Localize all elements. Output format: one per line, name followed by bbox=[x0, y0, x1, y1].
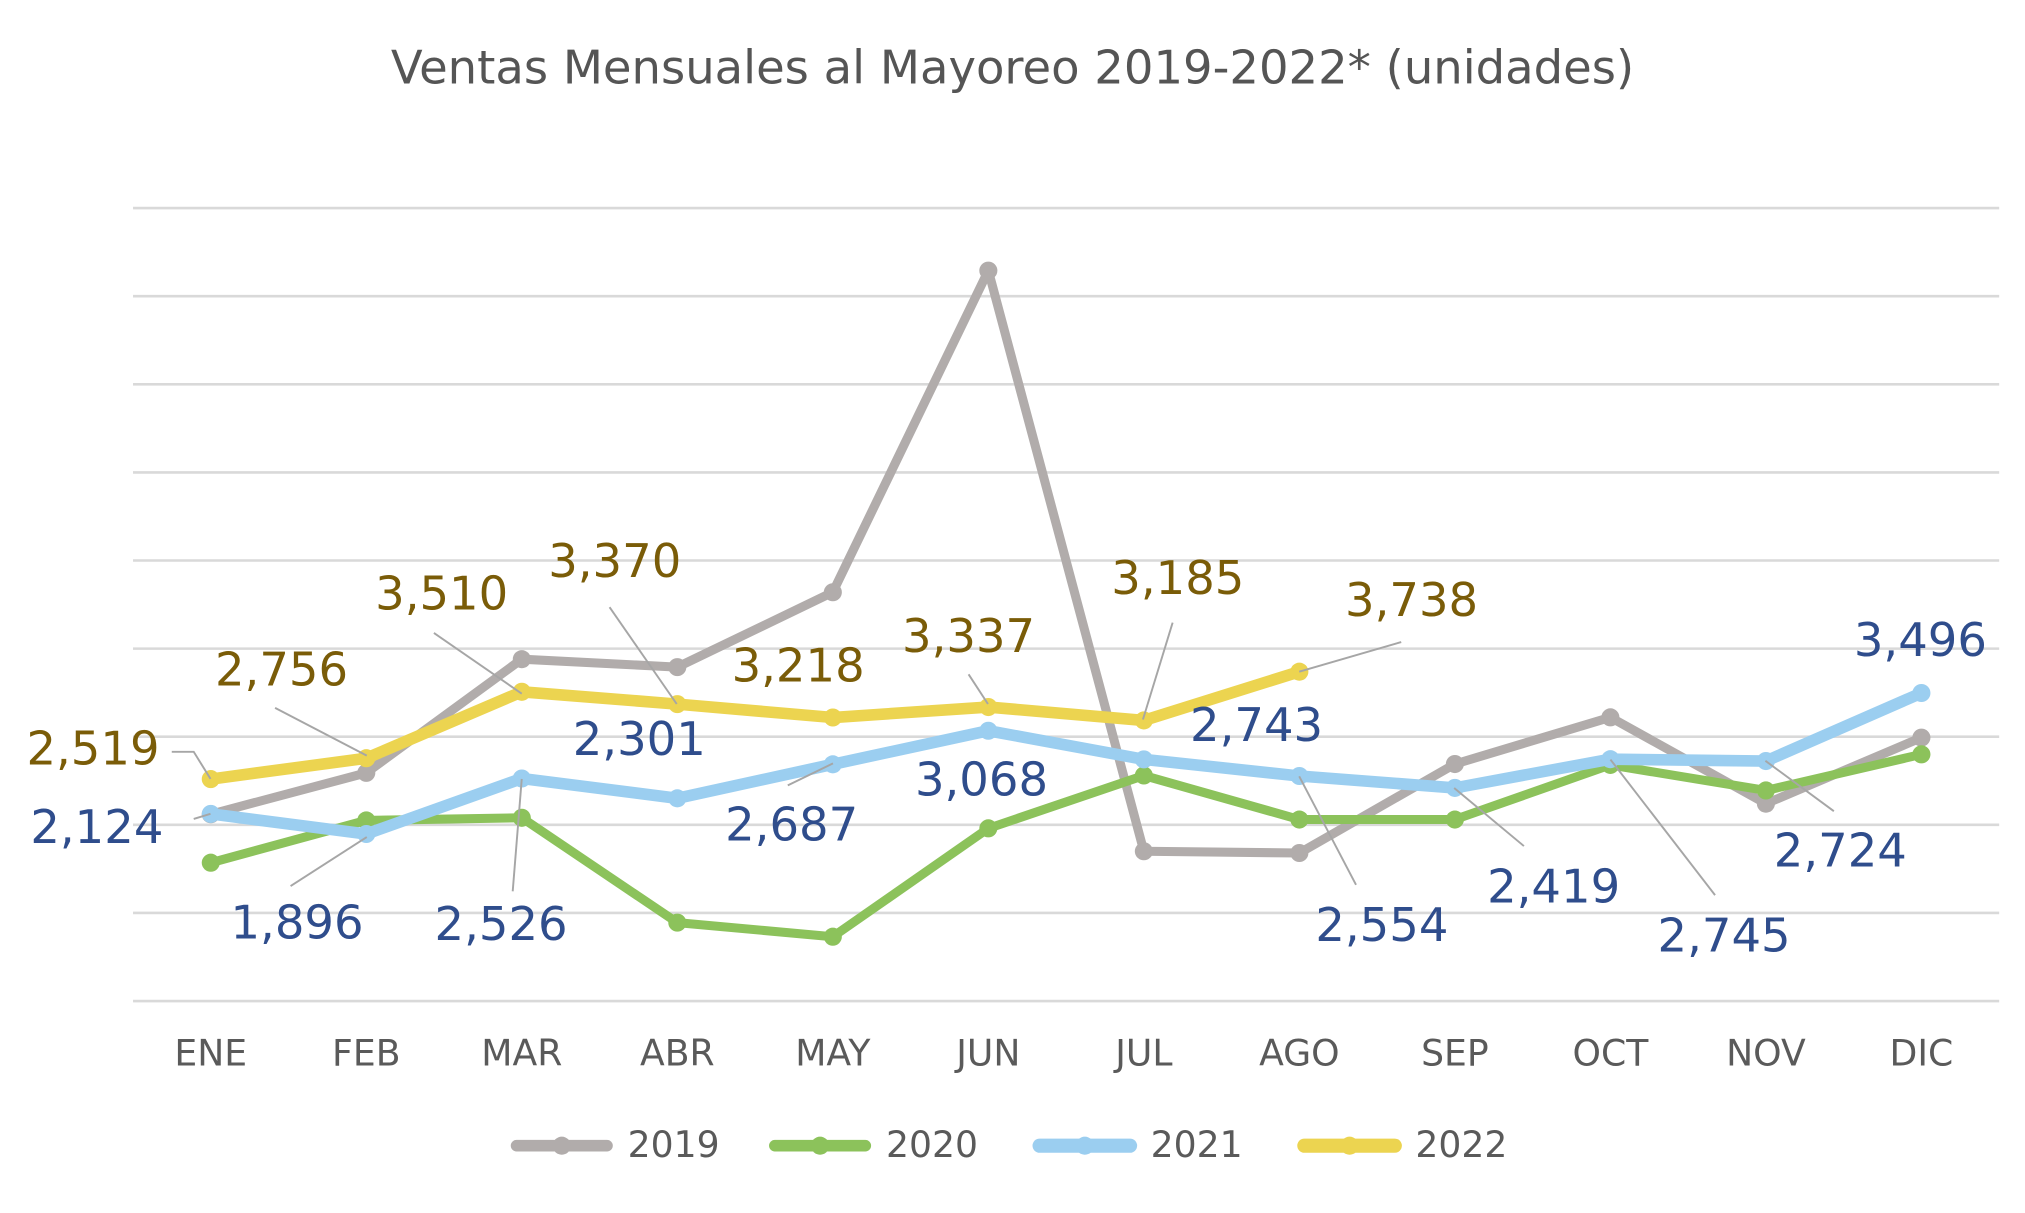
legend-label: 2022 bbox=[1415, 1123, 1507, 1166]
marker bbox=[668, 695, 687, 714]
legend-marker bbox=[1075, 1136, 1094, 1155]
marker bbox=[201, 804, 220, 823]
legend-marker bbox=[1340, 1136, 1359, 1155]
leader-line bbox=[171, 750, 212, 780]
leader-line bbox=[193, 812, 211, 820]
marker bbox=[1290, 766, 1309, 786]
data-label: 2,301 bbox=[573, 712, 706, 766]
marker bbox=[1290, 810, 1309, 829]
marker bbox=[1601, 708, 1620, 727]
legend-label: 2021 bbox=[1151, 1123, 1243, 1166]
marker bbox=[979, 261, 998, 280]
data-label: 3,510 bbox=[375, 566, 508, 620]
data-label: 3,218 bbox=[732, 639, 865, 693]
marker bbox=[1912, 683, 1931, 703]
marker bbox=[668, 658, 687, 677]
marker bbox=[1912, 745, 1931, 764]
marker bbox=[668, 789, 687, 808]
leader-line bbox=[1609, 758, 1716, 896]
data-label: 2,745 bbox=[1658, 909, 1791, 963]
leader-line bbox=[1142, 622, 1174, 720]
x-tick-label: FEB bbox=[332, 1031, 400, 1074]
leader-line bbox=[1453, 787, 1525, 847]
marker bbox=[357, 763, 376, 782]
leader-line bbox=[290, 836, 368, 887]
leader-line bbox=[1764, 760, 1835, 812]
leader-line bbox=[511, 778, 523, 892]
marker bbox=[201, 770, 220, 789]
series-line bbox=[204, 687, 1928, 840]
marker bbox=[512, 650, 531, 669]
marker bbox=[1756, 781, 1775, 800]
marker bbox=[1134, 711, 1153, 730]
marker bbox=[1912, 728, 1931, 747]
data-label: 2,519 bbox=[26, 721, 159, 775]
x-tick-label: NOV bbox=[1726, 1031, 1806, 1074]
x-tick-label: SEP bbox=[1421, 1031, 1489, 1074]
marker bbox=[512, 808, 531, 827]
data-label: 2,724 bbox=[1774, 823, 1907, 877]
marker bbox=[512, 769, 531, 788]
chart-title: Ventas Mensuales al Mayoreo 2019-2022* (… bbox=[391, 41, 1634, 95]
legend-label: 2019 bbox=[628, 1123, 720, 1166]
marker bbox=[512, 682, 531, 701]
data-label: 1,896 bbox=[230, 896, 363, 950]
data-label: 2,687 bbox=[725, 797, 858, 851]
marker bbox=[1756, 794, 1775, 813]
data-label: 2,756 bbox=[215, 643, 348, 697]
leader-line bbox=[274, 707, 368, 757]
data-label: 3,496 bbox=[1854, 613, 1987, 667]
marker bbox=[1445, 754, 1464, 774]
leader-line bbox=[967, 673, 989, 705]
x-tick-label: ENE bbox=[174, 1031, 247, 1074]
data-label: 2,526 bbox=[435, 897, 568, 951]
data-label: 2,743 bbox=[1190, 698, 1323, 752]
marker bbox=[979, 819, 998, 838]
series-line bbox=[206, 749, 1926, 942]
data-label: 2,554 bbox=[1315, 898, 1448, 952]
leader-line bbox=[1298, 641, 1402, 673]
x-tick-label: DIC bbox=[1890, 1031, 1954, 1074]
marker bbox=[823, 583, 842, 602]
x-tick-label: AGO bbox=[1259, 1031, 1340, 1074]
marker bbox=[979, 697, 998, 717]
x-tick-label: JUN bbox=[954, 1031, 1020, 1074]
marker bbox=[1134, 766, 1153, 785]
x-tick-label: OCT bbox=[1572, 1031, 1649, 1074]
legend-marker bbox=[811, 1136, 830, 1155]
marker bbox=[357, 811, 376, 830]
leader-line bbox=[1298, 775, 1357, 886]
marker bbox=[1290, 843, 1309, 863]
data-label: 3,337 bbox=[902, 609, 1035, 663]
legend-label: 2020 bbox=[886, 1123, 978, 1166]
legend-marker bbox=[552, 1136, 571, 1155]
marker bbox=[1445, 810, 1464, 829]
marker bbox=[668, 913, 687, 932]
x-tick-label: JUL bbox=[1113, 1031, 1172, 1074]
x-tick-label: MAR bbox=[481, 1031, 562, 1074]
x-tick-label: ABR bbox=[640, 1031, 715, 1074]
leader-line bbox=[787, 762, 834, 787]
marker bbox=[357, 824, 376, 844]
marker bbox=[1134, 842, 1153, 861]
marker bbox=[1134, 750, 1153, 769]
data-label: 2,419 bbox=[1487, 859, 1620, 913]
data-label: 3,068 bbox=[915, 752, 1048, 806]
marker bbox=[1601, 750, 1620, 769]
series-line bbox=[206, 266, 1926, 858]
data-label: 2,124 bbox=[30, 800, 163, 854]
leader-line bbox=[433, 632, 523, 695]
marker bbox=[201, 853, 220, 872]
series-line bbox=[204, 665, 1306, 785]
marker bbox=[823, 708, 842, 727]
leader-line bbox=[608, 606, 678, 705]
data-label: 3,185 bbox=[1111, 551, 1244, 605]
marker bbox=[823, 927, 842, 946]
marker bbox=[979, 721, 998, 740]
data-label: 3,370 bbox=[548, 534, 681, 588]
x-tick-label: MAY bbox=[795, 1031, 871, 1074]
data-label: 3,738 bbox=[1345, 573, 1478, 627]
